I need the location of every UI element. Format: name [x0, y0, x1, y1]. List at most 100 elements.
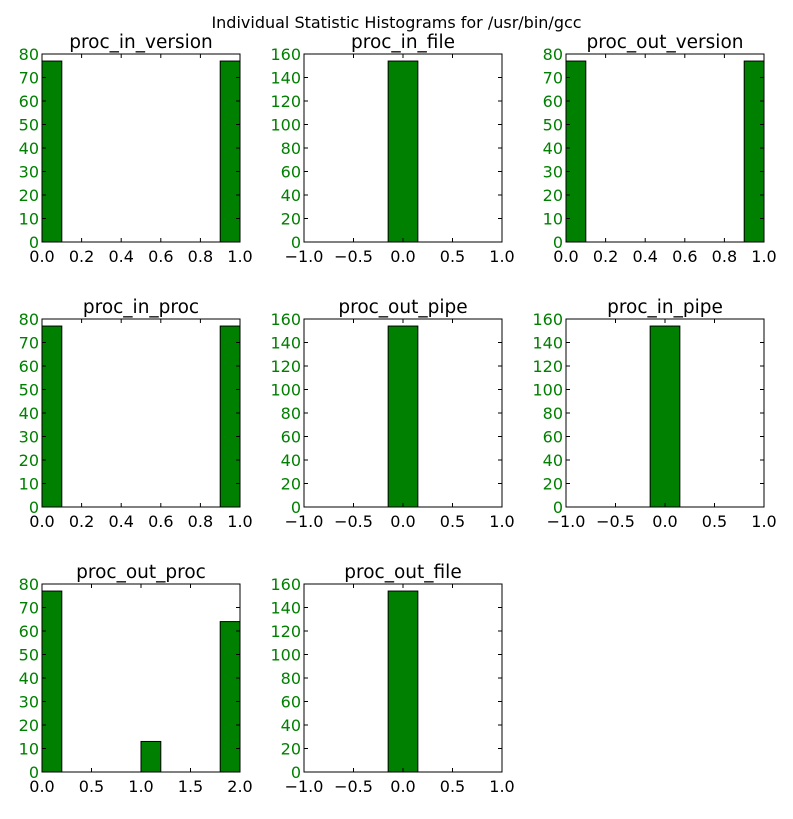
- x-tick-label: 1.0: [227, 512, 252, 531]
- y-tick-label: 140: [532, 334, 563, 353]
- x-tick-label: 0.0: [652, 512, 677, 531]
- y-tick-label: 60: [281, 428, 301, 447]
- panel-proc-in-proc: 0.0 0.2 0.4 0.6 0.8 1.0 0 10 20 30 40 50 60 70 80 proc_…: [19, 297, 253, 531]
- y-tick-label: 80: [281, 139, 301, 158]
- histogram-bar: [565, 60, 587, 243]
- x-tick-label: 2.0: [227, 777, 252, 796]
- y-tick-label: 100: [270, 116, 301, 135]
- y-tick-label: 160: [270, 310, 301, 329]
- x-tick-label: 1.0: [489, 777, 514, 796]
- x-tick-label: 1.0: [751, 247, 776, 266]
- panel-proc-in-file: −1.0 −0.5 0.0 0.5 1.0 0 20 40 60 80 100 120 140 160 pr…: [270, 32, 514, 266]
- y-tick-label: 40: [543, 451, 563, 470]
- x-tick-label: −0.5: [334, 247, 373, 266]
- y-tick-label: 20: [543, 186, 563, 205]
- y-tick-label: 140: [270, 599, 301, 618]
- x-tick-label: 0.2: [69, 247, 94, 266]
- x-tick-label: −0.5: [334, 512, 373, 531]
- y-tick-label: 70: [543, 69, 563, 88]
- y-tick-label: 0: [553, 498, 563, 517]
- y-tick-label: 20: [281, 475, 301, 494]
- panel-title: proc_in_pipe: [607, 297, 723, 318]
- y-tick-label: 60: [281, 693, 301, 712]
- panel-title: proc_out_file: [344, 562, 461, 583]
- histogram-bar: [41, 60, 63, 243]
- y-tick-label: 80: [281, 669, 301, 688]
- panel-proc-in-pipe: −1.0 −0.5 0.0 0.5 1.0 0 20 40 60 80 100 120 140 160 pr…: [532, 297, 776, 531]
- y-tick-label: 20: [19, 186, 39, 205]
- x-tick-label: 0.6: [148, 247, 173, 266]
- y-tick-label: 50: [19, 646, 39, 665]
- x-tick-label: 0.8: [188, 512, 213, 531]
- x-tick-label: 0.0: [553, 247, 578, 266]
- x-tick-label: −1.0: [285, 512, 324, 531]
- histogram-bar: [743, 60, 765, 243]
- y-tick-label: 10: [19, 740, 39, 759]
- x-tick-label: −1.0: [285, 247, 324, 266]
- y-tick-label: 120: [270, 92, 301, 111]
- y-tick-label: 70: [19, 334, 39, 353]
- y-tick-label: 0: [29, 498, 39, 517]
- panel-title: proc_in_proc: [83, 297, 199, 318]
- y-tick-label: 0: [553, 233, 563, 252]
- y-tick-label: 30: [19, 693, 39, 712]
- y-tick-label: 50: [19, 116, 39, 135]
- y-tick-label: 140: [270, 69, 301, 88]
- x-tick-label: 0.0: [390, 247, 415, 266]
- axes-frame: [41, 318, 241, 508]
- y-tick-label: 160: [532, 310, 563, 329]
- panel-title: proc_out_pipe: [338, 297, 467, 318]
- panel-title: proc_in_version: [69, 32, 213, 53]
- y-tick-label: 80: [19, 45, 39, 64]
- y-tick-label: 20: [281, 740, 301, 759]
- y-tick-label: 60: [19, 357, 39, 376]
- y-tick-label: 50: [543, 116, 563, 135]
- y-tick-label: 40: [281, 716, 301, 735]
- y-tick-label: 100: [532, 381, 563, 400]
- panel-proc-out-proc: 0.0 0.5 1.0 1.5 2.0 0 10 20 30 40 50 60 70 80 proc_out…: [19, 562, 253, 796]
- y-tick-label: 80: [19, 575, 39, 594]
- histogram-bar: [219, 60, 241, 243]
- y-tick-label: 40: [543, 139, 563, 158]
- x-tick-label: 0.0: [390, 777, 415, 796]
- y-tick-label: 60: [281, 163, 301, 182]
- histogram-bar: [387, 590, 419, 773]
- x-tick-label: −0.5: [334, 777, 373, 796]
- x-tick-label: 0.0: [29, 777, 54, 796]
- x-tick-label: 0.6: [672, 247, 697, 266]
- x-tick-label: −0.5: [596, 512, 635, 531]
- x-tick-label: 1.0: [489, 247, 514, 266]
- y-tick-label: 40: [19, 139, 39, 158]
- x-tick-label: −1.0: [547, 512, 586, 531]
- y-tick-label: 160: [270, 575, 301, 594]
- y-tick-label: 60: [19, 622, 39, 641]
- panel-proc-in-version: 0.0 0.2 0.4 0.6 0.8 1.0 0 10 20 30 40 50 60 70 80 proc_…: [19, 32, 253, 266]
- x-tick-label: 0.8: [712, 247, 737, 266]
- x-tick-label: 1.0: [751, 512, 776, 531]
- y-tick-label: 120: [270, 357, 301, 376]
- histogram-bar: [649, 325, 681, 508]
- y-tick-label: 140: [270, 334, 301, 353]
- x-tick-label: −1.0: [285, 777, 324, 796]
- histogram-bar: [41, 590, 63, 773]
- x-tick-label: 1.5: [178, 777, 203, 796]
- y-tick-label: 10: [543, 210, 563, 229]
- y-tick-label: 50: [19, 381, 39, 400]
- x-tick-label: 0.5: [440, 247, 465, 266]
- y-tick-label: 80: [543, 404, 563, 423]
- x-tick-label: 0.4: [108, 512, 133, 531]
- y-tick-label: 30: [19, 428, 39, 447]
- y-tick-label: 120: [532, 357, 563, 376]
- y-tick-label: 20: [19, 716, 39, 735]
- y-tick-label: 80: [281, 404, 301, 423]
- y-tick-label: 20: [281, 210, 301, 229]
- histogram-bar: [140, 740, 162, 773]
- histogram-bar: [387, 60, 419, 243]
- y-tick-label: 20: [19, 451, 39, 470]
- x-tick-label: 1.0: [227, 247, 252, 266]
- x-tick-label: 1.0: [128, 777, 153, 796]
- x-tick-label: 0.2: [593, 247, 618, 266]
- histogram-bar: [219, 621, 241, 773]
- y-tick-label: 0: [291, 763, 301, 782]
